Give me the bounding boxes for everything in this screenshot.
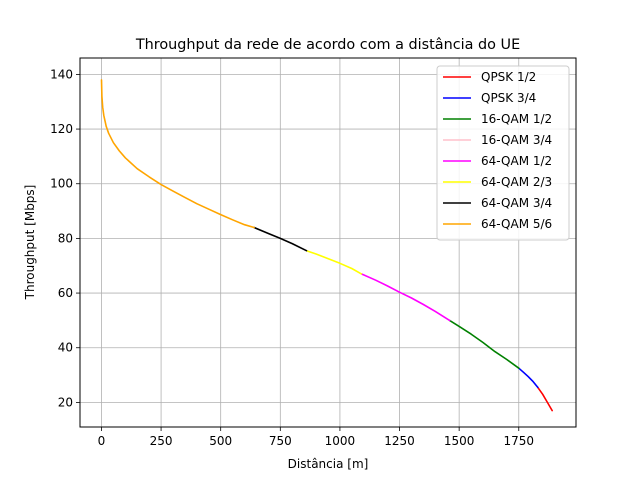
x-tick-label: 250 [150, 434, 173, 448]
legend-label-64-qam-5-6: 64-QAM 5/6 [481, 217, 552, 231]
series-line-64-qam-3-4 [253, 226, 308, 252]
x-tick-label: 1750 [503, 434, 534, 448]
grid-layer [80, 58, 576, 427]
legend-label-64-qam-2-3: 64-QAM 2/3 [481, 175, 552, 189]
x-tick-label: 750 [269, 434, 292, 448]
y-tick-label: 120 [50, 122, 73, 136]
y-axis-label: Throughput [Mbps] [23, 185, 37, 301]
series-line-qpsk-3-4 [517, 367, 539, 389]
legend-label-64-qam-1-2: 64-QAM 1/2 [481, 154, 552, 168]
legend-label-16-qam-1-2: 16-QAM 1/2 [481, 112, 552, 126]
series-line-16-qam-1-2 [448, 319, 520, 370]
x-tick-label: 0 [98, 434, 106, 448]
legend-label-16-qam-3-4: 16-QAM 3/4 [481, 133, 552, 147]
y-tick-label: 60 [58, 286, 73, 300]
x-axis-label: Distância [m] [288, 457, 369, 471]
series-layer [100, 79, 554, 412]
series-line-qpsk-1-2 [536, 386, 554, 412]
ticks-layer: 0 250 500 750 1000 1250 1500 1750 20 40 60 80 100 120… [50, 67, 534, 448]
legend-box [436, 65, 570, 241]
legend-label-qpsk-3-4: QPSK 3/4 [481, 91, 536, 105]
x-tick-label: 1500 [444, 434, 475, 448]
legend-label-64-qam-3-4: 64-QAM 3/4 [481, 196, 552, 210]
legend: QPSK 1/2 QPSK 3/4 16-QAM 1/2 16-QAM 3/4 64-Q… [436, 65, 570, 241]
x-tick-label: 500 [209, 434, 232, 448]
x-tick-label: 1000 [325, 434, 356, 448]
y-tick-label: 40 [58, 341, 73, 355]
y-tick-label: 80 [58, 231, 73, 245]
y-tick-label: 140 [50, 67, 73, 81]
series-line-64-qam-5-6 [100, 79, 255, 229]
legend-label-qpsk-1-2: QPSK 1/2 [481, 70, 536, 84]
y-tick-label: 20 [58, 395, 73, 409]
series-line-64-qam-1-2 [360, 273, 451, 322]
chart-title: Throughput da rede de acordo com a distâ… [135, 37, 520, 53]
series-line-64-qam-2-3 [305, 249, 363, 275]
plot-frame [79, 57, 577, 428]
y-tick-label: 100 [50, 177, 73, 191]
x-tick-label: 1250 [384, 434, 415, 448]
